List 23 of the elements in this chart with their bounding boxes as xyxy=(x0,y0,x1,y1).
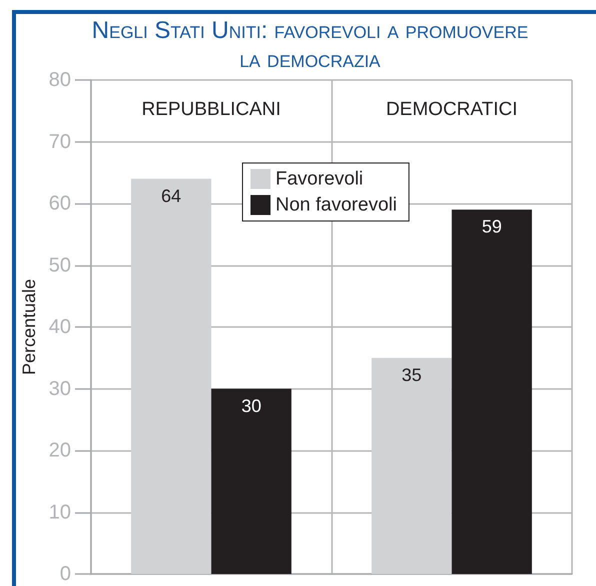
y-tick-label: 70 xyxy=(48,130,71,153)
bar xyxy=(211,388,292,574)
x-tick-label: DEMOCRATICI xyxy=(386,99,518,120)
y-tick-label: 20 xyxy=(48,440,71,462)
y-tick-label: 30 xyxy=(48,378,71,400)
y-tick-label: 0 xyxy=(60,563,71,585)
y-tick-label: 60 xyxy=(48,192,71,214)
chart-title: Negli Stati Uniti: favorevoli a promuovere la democrazia xyxy=(90,16,530,74)
bar xyxy=(372,358,452,574)
y-axis-title: Percentuale xyxy=(18,278,39,376)
x-tick-label: REPUBBLICANI xyxy=(142,99,281,120)
y-tick-label: 80 xyxy=(48,69,71,91)
data-label: 64 xyxy=(161,186,182,206)
legend-label: Favorevoli xyxy=(276,168,364,190)
data-label: 30 xyxy=(241,396,262,416)
bar xyxy=(131,178,212,574)
y-tick-label: 50 xyxy=(48,254,71,276)
data-label: 35 xyxy=(402,364,422,385)
bar xyxy=(452,210,532,574)
legend-label: Non favorevoli xyxy=(276,194,397,216)
y-tick-label: 10 xyxy=(48,501,71,524)
y-tick-label: 40 xyxy=(48,316,71,338)
data-label: 59 xyxy=(482,216,502,237)
